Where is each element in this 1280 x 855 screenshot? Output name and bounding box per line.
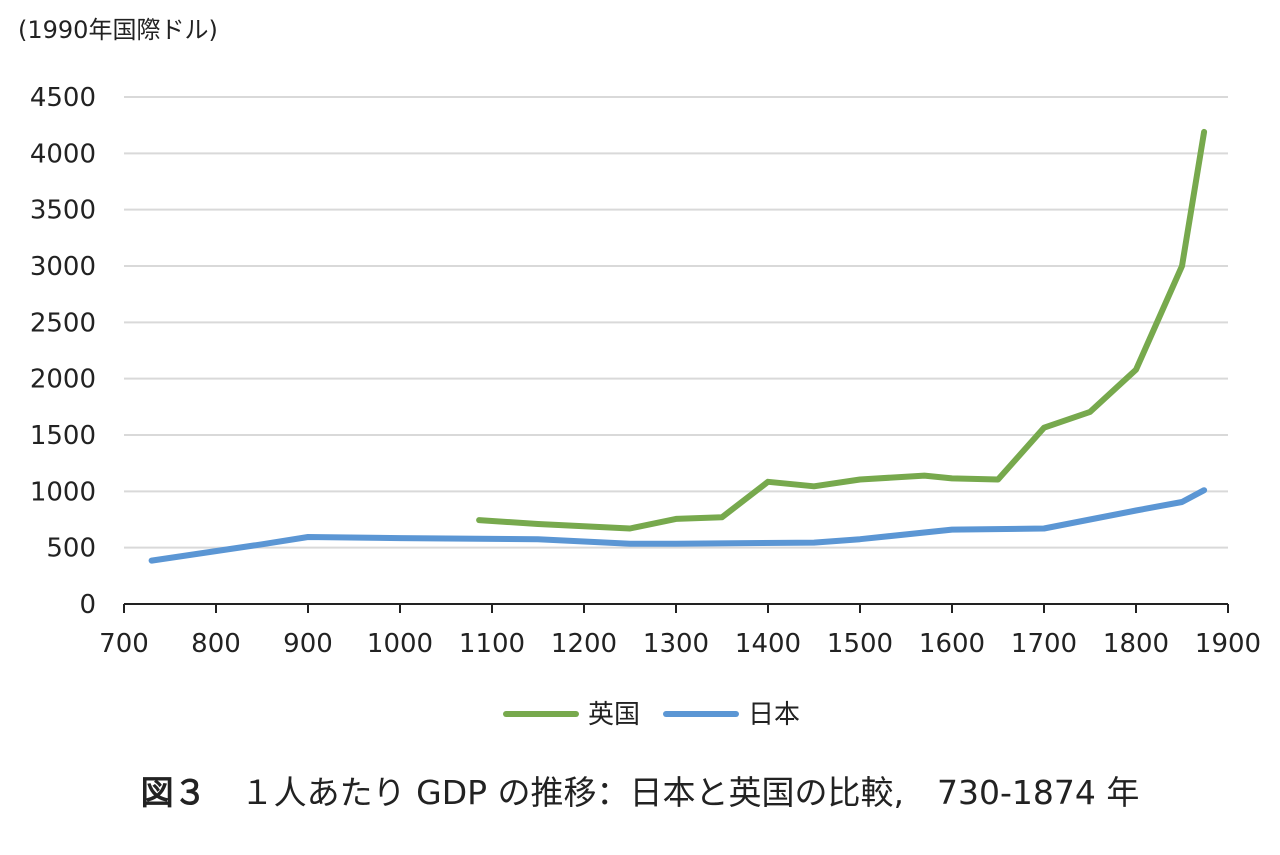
y-tick-label: 3000: [30, 252, 96, 282]
series-line-1: [148, 487, 1208, 564]
x-tick-label: 1900: [1195, 629, 1261, 659]
x-tick-label: 1200: [551, 629, 617, 659]
x-tick-label: 1700: [1011, 629, 1077, 659]
y-tick-label: 1500: [30, 421, 96, 451]
x-tick-label: 800: [191, 629, 241, 659]
x-tick-label: 1800: [1103, 629, 1169, 659]
legend: 英国 日本: [503, 700, 800, 730]
x-tick-label: 1400: [735, 629, 801, 659]
x-tick-label: 1300: [643, 629, 709, 659]
y-tick-label: 4500: [30, 83, 96, 113]
series-line-0: [476, 128, 1208, 532]
y-tick-label: 1000: [30, 477, 96, 507]
y-tick-label: 0: [79, 590, 96, 620]
x-tick-label: 1500: [827, 629, 893, 659]
y-tick-label: 2000: [30, 365, 96, 395]
figure-number: 図３: [140, 773, 207, 812]
legend-label-0: 英国: [588, 700, 640, 730]
x-axis-tick-labels: 700 800 900 1000 1100 1200 1300 1400 1500 1600 170…: [99, 629, 1261, 659]
x-tick-label: 900: [283, 629, 333, 659]
x-tick-label: 1100: [459, 629, 525, 659]
y-tick-label: 3500: [30, 196, 96, 226]
y-tick-label: 2500: [30, 308, 96, 338]
x-tick-label: 700: [99, 629, 149, 659]
figure-caption: 図３ １人あたり GDP の推移：日本と英国の比較, 730-1874 年: [0, 766, 1280, 814]
gridlines: [124, 96, 1228, 549]
legend-label-1: 日本: [748, 700, 800, 730]
y-axis-unit-label: (1990年国際ドル): [18, 16, 218, 44]
y-axis-tick-labels: 0 500 1000 1500 2000 2500 3000 3500 4000 4500: [30, 83, 96, 620]
y-tick-label: 4000: [30, 139, 96, 169]
y-tick-label: 500: [46, 534, 96, 564]
series-lines: [148, 128, 1208, 564]
x-axis: [123, 603, 1229, 613]
x-tick-label: 1600: [919, 629, 985, 659]
caption-text: １人あたり GDP の推移：日本と英国の比較, 730-1874 年: [240, 773, 1140, 812]
x-tick-label: 1000: [367, 629, 433, 659]
